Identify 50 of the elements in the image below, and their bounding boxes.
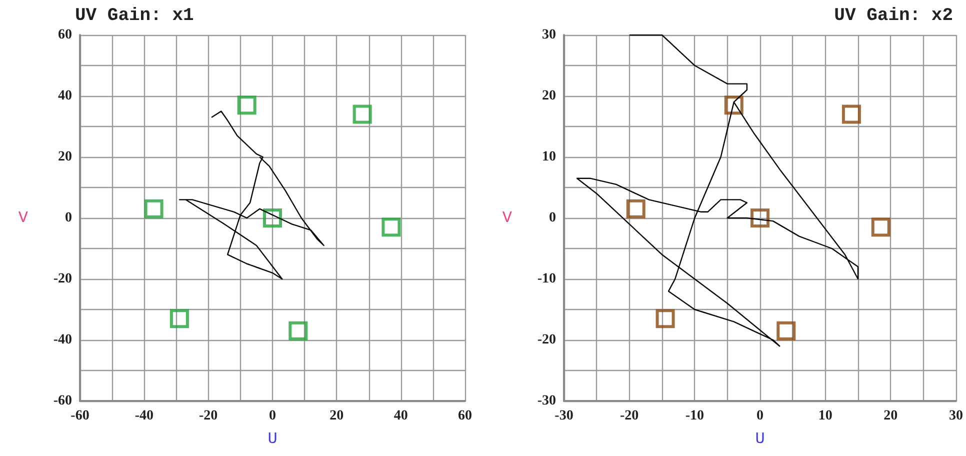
x-tick-label: 60: [458, 408, 472, 424]
point: [382, 218, 401, 237]
y-tick-label: -40: [53, 332, 72, 348]
x-axis-title: U: [268, 430, 278, 448]
x-tick-label: 0: [756, 408, 764, 424]
y-tick-label: 60: [58, 28, 72, 42]
x-tick-label: 40: [394, 408, 408, 424]
x-tick-label: -20: [198, 408, 218, 424]
x-tick-label: 10: [818, 408, 832, 424]
point: [237, 96, 256, 115]
y-tick-label: 20: [58, 150, 72, 164]
y-tick-label: 40: [58, 88, 72, 104]
point: [352, 104, 372, 124]
y-tick-label: 0: [65, 210, 72, 226]
point: [288, 321, 308, 340]
y-axis-title: V: [18, 209, 28, 227]
x-tick-label: 30: [949, 408, 963, 424]
point: [750, 208, 770, 228]
x-tick-label: -30: [554, 408, 574, 424]
y-tick-label: 30: [542, 28, 556, 42]
chart-title: UV Gain: x2: [834, 6, 954, 26]
point: [776, 321, 796, 340]
line-series: [178, 110, 324, 280]
x-tick-label: 20: [330, 408, 344, 424]
y-tick-label: 0: [549, 210, 556, 226]
y-tick-label: -30: [537, 394, 556, 408]
point: [842, 104, 861, 124]
y-tick-label: -10: [537, 272, 556, 286]
point: [263, 208, 282, 228]
x-tick-label: -40: [134, 408, 154, 424]
point: [871, 218, 890, 237]
point: [170, 309, 189, 328]
chart-title: UV Gain: x1: [75, 6, 194, 26]
x-tick-label: 20: [884, 408, 898, 424]
line-series: [576, 34, 859, 347]
y-tick-label: -20: [53, 272, 72, 286]
x-tick-label: -10: [685, 408, 704, 424]
y-tick-label: -60: [53, 394, 72, 408]
point: [144, 199, 164, 218]
y-tick-label: 20: [542, 88, 556, 104]
point: [724, 96, 744, 115]
x-tick-label: -60: [70, 408, 90, 424]
x-tick-label: 0: [269, 408, 276, 424]
y-axis-title: V: [502, 209, 512, 227]
x-tick-label: -20: [620, 408, 639, 424]
y-tick-label: -20: [537, 332, 556, 348]
point: [656, 309, 675, 328]
x-axis-title: U: [755, 430, 765, 448]
y-tick-label: 10: [542, 150, 556, 164]
point: [626, 199, 646, 218]
